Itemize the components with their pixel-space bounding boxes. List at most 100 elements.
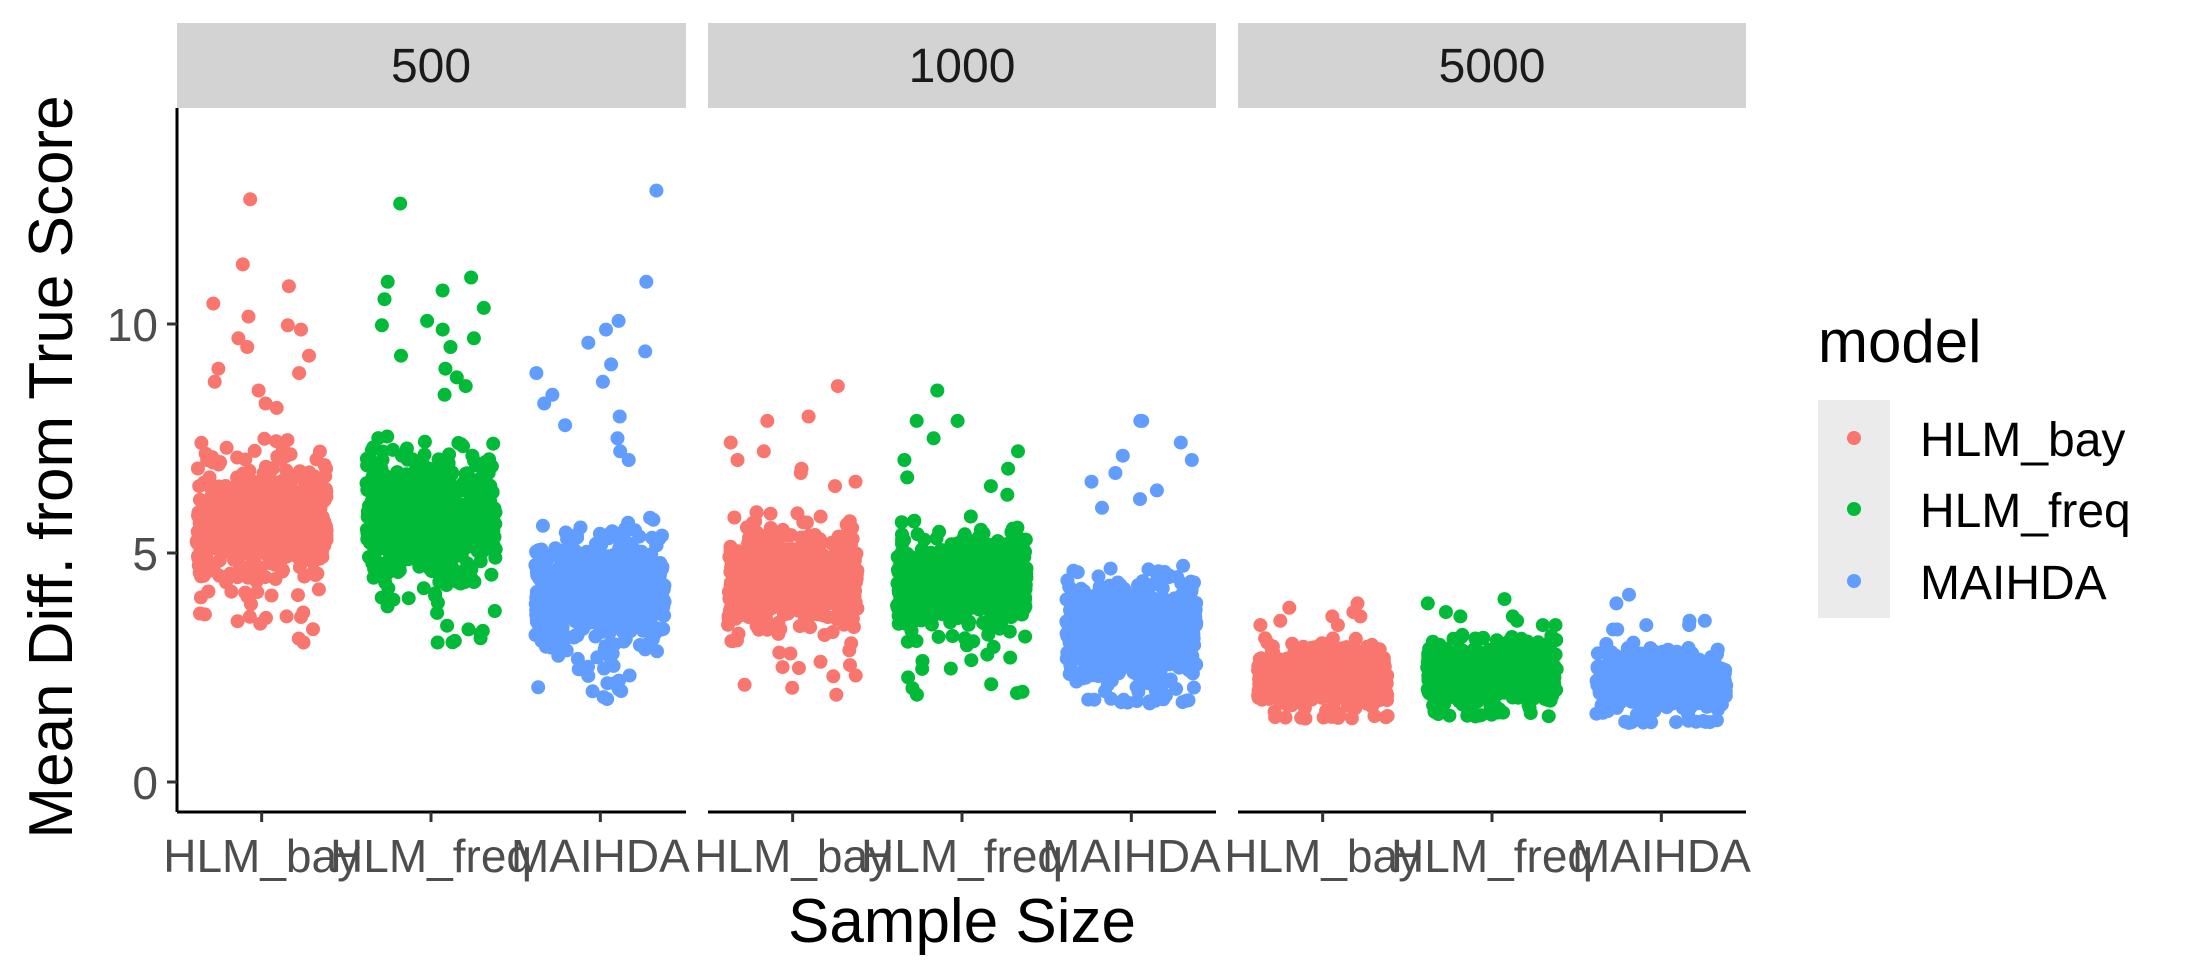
data-point (984, 603, 999, 618)
data-point (1255, 692, 1270, 707)
data-point (772, 574, 787, 589)
facet-strips: 500 1000 5000 (177, 23, 1746, 108)
data-point (1097, 598, 1112, 613)
data-point (1468, 662, 1483, 676)
data-point (1103, 561, 1118, 576)
data-point (1173, 435, 1188, 450)
data-point (933, 542, 948, 557)
data-point (307, 510, 322, 525)
data-point (957, 551, 972, 566)
data-point (451, 572, 466, 587)
data-point (829, 554, 844, 569)
data-point (1497, 592, 1512, 607)
data-point (305, 471, 320, 486)
data-point (416, 557, 431, 572)
data-point (961, 617, 976, 632)
data-point (829, 687, 844, 702)
data-point (1511, 633, 1525, 648)
data-point (401, 591, 416, 606)
data-point (292, 366, 307, 381)
data-point (1484, 692, 1499, 706)
data-point (302, 348, 316, 363)
data-point (1456, 680, 1471, 695)
data-point (374, 318, 389, 333)
data-point (570, 651, 585, 666)
data-point (292, 469, 307, 483)
data-point (257, 534, 272, 549)
data-point (980, 647, 995, 662)
data-point (900, 470, 915, 485)
data-point (192, 479, 207, 494)
data-point (801, 409, 816, 424)
data-point (437, 387, 452, 402)
data-point (212, 553, 227, 568)
data-point (730, 453, 745, 467)
data-point (294, 610, 308, 625)
data-point (304, 552, 319, 567)
data-point (1157, 658, 1172, 673)
data-point (535, 518, 550, 533)
data-point (1074, 581, 1089, 596)
data-point (281, 279, 296, 294)
data-point (419, 482, 434, 497)
data-point (725, 583, 740, 598)
data-point (622, 668, 637, 683)
data-point (573, 618, 588, 633)
data-point (909, 413, 924, 428)
data-point (1431, 689, 1446, 704)
data-point (280, 318, 295, 333)
data-point (253, 616, 268, 631)
data-point (1080, 647, 1095, 662)
data-point (1108, 466, 1123, 480)
data-point (291, 513, 306, 528)
data-point (592, 617, 607, 632)
data-point (760, 413, 775, 428)
data-point (1539, 645, 1554, 660)
data-point (607, 676, 622, 691)
data-point (1548, 618, 1563, 633)
data-point (211, 486, 226, 501)
data-point (375, 444, 390, 459)
data-point (1084, 474, 1099, 489)
data-point (649, 538, 664, 553)
data-point (989, 563, 1004, 578)
data-point (1115, 448, 1130, 463)
data-point (910, 527, 925, 542)
data-point (930, 383, 945, 398)
data-point (914, 613, 929, 628)
data-point (315, 489, 330, 504)
data-point (830, 379, 845, 394)
data-point (738, 593, 753, 608)
data-point (464, 562, 479, 577)
data-point (291, 588, 305, 603)
data-point (603, 526, 618, 541)
data-point (750, 585, 765, 600)
data-point (374, 461, 389, 476)
data-point (458, 466, 473, 481)
data-point (1003, 650, 1018, 665)
data-point (1179, 693, 1194, 708)
data-point (839, 517, 854, 532)
data-point (260, 548, 274, 562)
data-point (240, 483, 255, 498)
data-point (909, 687, 924, 702)
data-point (1428, 650, 1443, 665)
data-point (454, 497, 469, 512)
data-point (1187, 575, 1201, 590)
data-point (430, 605, 445, 620)
data-point (760, 560, 775, 575)
data-point (242, 609, 257, 624)
data-point (486, 436, 501, 451)
data-point (543, 640, 558, 655)
data-point (386, 514, 401, 529)
data-point (1096, 633, 1111, 647)
data-point (405, 452, 420, 467)
data-point (219, 440, 234, 455)
data-point (1114, 695, 1129, 710)
data-point (206, 296, 221, 311)
data-point (591, 569, 605, 583)
data-point (1134, 621, 1149, 636)
data-point (990, 589, 1005, 603)
data-point (983, 479, 998, 494)
data-point (1133, 492, 1147, 507)
